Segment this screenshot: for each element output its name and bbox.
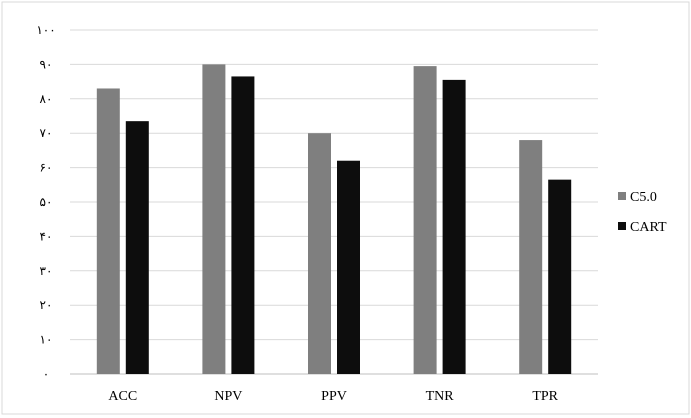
bar-cart-acc (125, 121, 149, 374)
legend-swatch (618, 192, 626, 200)
y-tick-label: ۰ (43, 367, 49, 381)
bar-c50-acc (96, 88, 120, 374)
bar-c50-ppv (308, 133, 331, 374)
legend-swatch (618, 222, 626, 230)
bar-cart-ppv (337, 160, 360, 374)
x-category-label: TPR (532, 389, 558, 404)
y-tick-label: ۳۰ (40, 264, 53, 278)
y-tick-label: ۸۰ (40, 92, 53, 106)
x-category-label: ACC (108, 389, 137, 404)
y-tick-label: ۷۰ (40, 126, 53, 140)
x-axis-categories: ACC NPV PPV TNR TPR (108, 389, 558, 404)
bar-cart-tpr (548, 179, 572, 374)
x-category-label: PPV (321, 389, 347, 404)
y-axis-ticks: ۰ ۱۰ ۲۰ ۳۰ ۴۰ ۵۰ ۶۰ ۷۰ ۸۰ ۹۰ ۱۰۰ (36, 23, 55, 381)
legend: C5.0 CART (618, 190, 667, 235)
bar-c50-tpr (519, 140, 543, 374)
bars (96, 64, 572, 375)
y-tick-label: ۱۰ (40, 333, 53, 347)
y-tick-label: ۹۰ (40, 57, 53, 71)
y-tick-label: ۲۰ (40, 298, 53, 312)
legend-label: C5.0 (630, 190, 657, 205)
legend-label: CART (630, 220, 667, 235)
gridlines (70, 29, 598, 375)
bar-c50-tnr (413, 66, 437, 375)
y-tick-label: ۶۰ (40, 161, 53, 175)
y-tick-label: ۱۰۰ (36, 23, 55, 37)
y-tick-label: ۴۰ (40, 229, 53, 243)
bar-cart-npv (231, 76, 255, 374)
bar-cart-tnr (442, 79, 466, 374)
x-category-label: TNR (426, 389, 455, 404)
x-category-label: NPV (214, 389, 242, 404)
bar-c50-npv (202, 64, 226, 375)
y-tick-label: ۵۰ (40, 195, 53, 209)
